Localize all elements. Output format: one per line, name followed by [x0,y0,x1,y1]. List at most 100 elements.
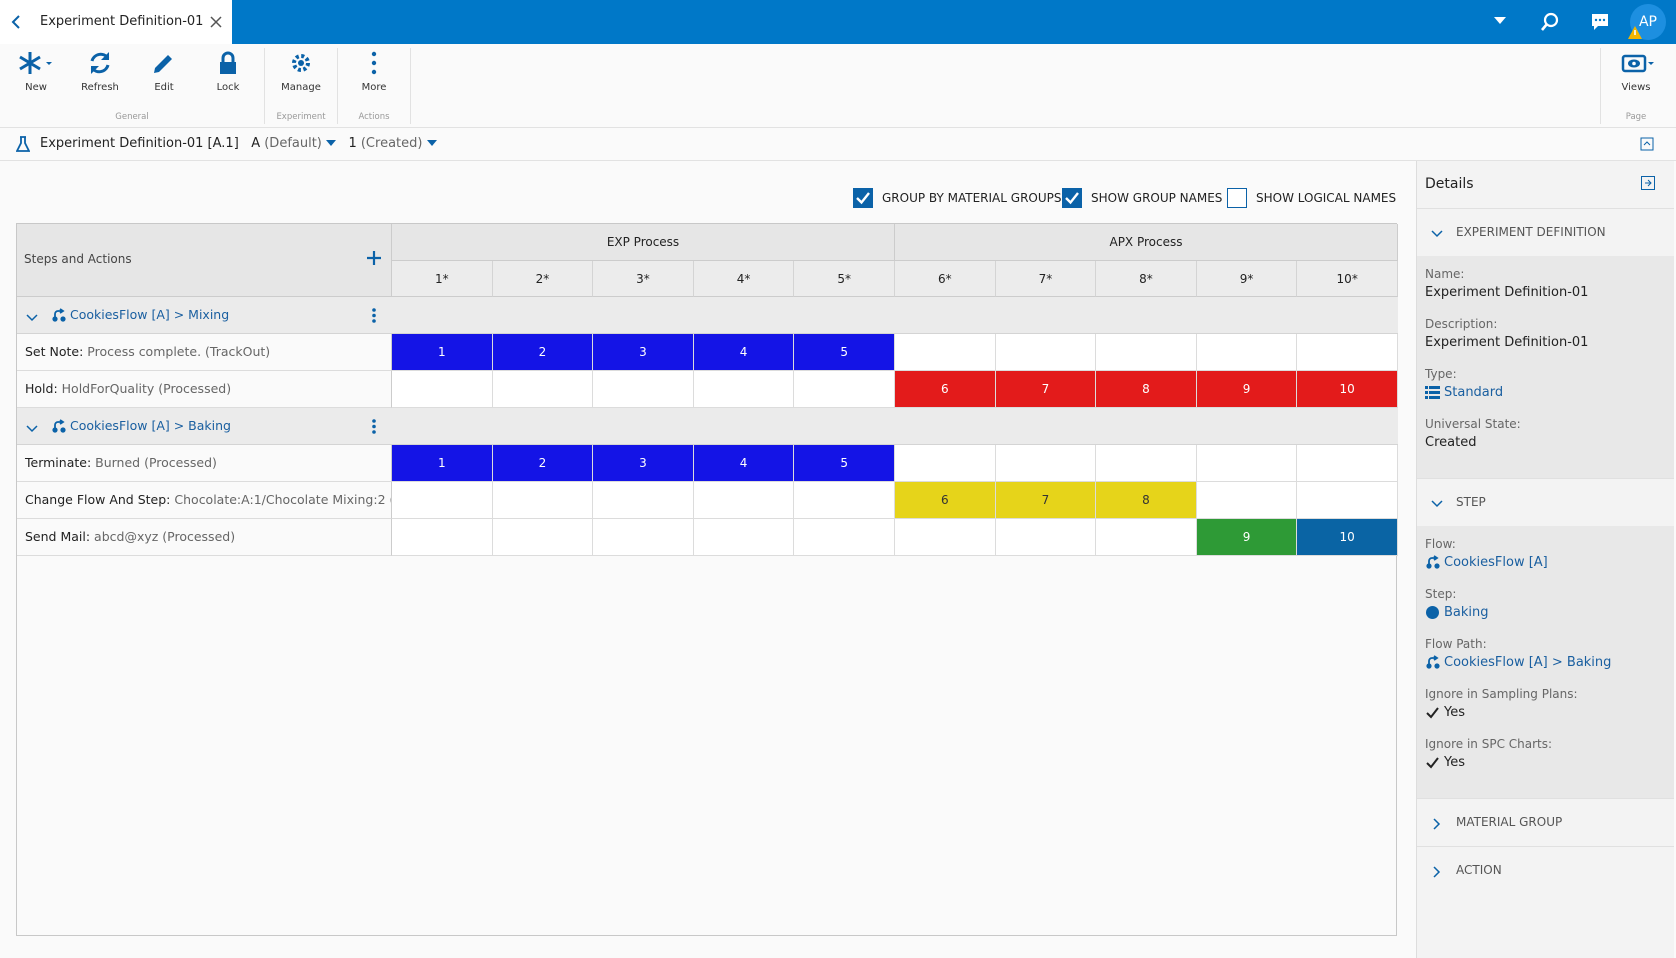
section-header[interactable]: EXPERIMENT DEFINITION [1417,208,1674,256]
checkbox-option[interactable]: SHOW LOGICAL NAMES [1227,188,1396,208]
grid-cell[interactable]: 3 [593,445,694,482]
grid-cell[interactable] [392,482,493,519]
close-icon[interactable] [210,16,222,28]
grid-cell[interactable]: 10 [1297,371,1398,408]
field: Name: Experiment Definition-01 [1425,266,1666,302]
grid-cell[interactable] [1096,519,1197,556]
collapsed-icon[interactable] [1431,818,1443,833]
grid-cell[interactable] [593,371,694,408]
toolbar-button[interactable]: New [5,50,67,93]
grid-cell[interactable] [1297,482,1398,519]
grid-cell[interactable] [895,519,996,556]
grid-cell[interactable] [995,519,1097,556]
grid-cell[interactable]: 5 [794,334,895,371]
checkbox-option[interactable]: GROUP BY MATERIAL GROUPS [853,188,1061,208]
grid-cell[interactable]: 8 [1096,371,1197,408]
grid-cell[interactable]: 1 [392,334,493,371]
grid-cell[interactable]: 4 [693,445,795,482]
checkbox-option[interactable]: SHOW GROUP NAMES [1062,188,1222,208]
section-header[interactable]: ACTION [1417,846,1674,894]
grid-cell[interactable]: 9 [1196,371,1298,408]
grid-cell[interactable]: 7 [995,482,1097,519]
grid-cell[interactable] [492,371,594,408]
tab[interactable]: Experiment Definition-01 [0,0,232,44]
grid-cell[interactable] [1196,334,1298,371]
grid-cell[interactable] [693,482,795,519]
section-header[interactable]: STEP [1417,478,1674,526]
expand-icon[interactable] [1431,498,1443,513]
toolbar-button[interactable]: Refresh [69,50,131,93]
toolbar-button[interactable]: Views [1605,50,1667,93]
search-icon[interactable] [1540,12,1560,32]
grid-cell[interactable] [1297,445,1398,482]
group-title[interactable]: CookiesFlow [A] > Mixing [70,307,230,322]
grid-cell[interactable]: 2 [492,334,594,371]
grid-cell[interactable] [1096,445,1197,482]
collapse-panel-icon[interactable] [1641,176,1655,194]
grid-cell[interactable] [895,445,996,482]
field: Type: Standard [1425,366,1666,402]
group-row[interactable]: CookiesFlow [A] > Mixing [17,297,1398,334]
toolbar-button[interactable]: More [343,50,405,93]
grid-cell[interactable] [794,371,895,408]
grid-cell[interactable] [1196,482,1298,519]
grid-cell[interactable] [995,334,1097,371]
checkbox[interactable] [853,188,873,208]
collapsed-icon[interactable] [1431,866,1443,881]
grid-cell[interactable]: 6 [895,482,996,519]
menu-icon[interactable] [371,307,377,327]
grid-cell[interactable] [895,334,996,371]
grid-cell[interactable] [1196,445,1298,482]
add-icon[interactable] [367,251,381,268]
version[interactable]: 1 (Created) [348,136,437,151]
group-title[interactable]: CookiesFlow [A] > Baking [70,418,231,433]
grid-cell[interactable] [392,519,493,556]
section-header[interactable]: MATERIAL GROUP [1417,798,1674,846]
grid-cell[interactable] [1297,334,1398,371]
grid-cell[interactable] [794,482,895,519]
expand-icon[interactable] [1431,228,1443,243]
revision[interactable]: A (Default) [251,136,337,151]
grid-cell[interactable] [794,519,895,556]
dropdown-icon[interactable] [1494,17,1506,25]
chat-icon[interactable] [1590,12,1610,32]
grid-cell[interactable]: 8 [1096,482,1197,519]
grid-cell[interactable]: 7 [995,371,1097,408]
checkbox[interactable] [1227,188,1247,208]
grid-cell[interactable] [492,519,594,556]
field-label: Step: [1425,587,1457,601]
field-value-row: CookiesFlow [A] [1425,553,1666,572]
checkbox[interactable] [1062,188,1082,208]
collapse-icon[interactable] [1640,137,1654,151]
grid-cell[interactable] [693,519,795,556]
grid-cell[interactable] [593,519,694,556]
grid-cell[interactable]: 3 [593,334,694,371]
grid-cell[interactable] [693,371,795,408]
menu-icon[interactable] [371,418,377,438]
toolbar-button[interactable]: Lock [197,50,259,93]
expand-icon[interactable] [26,311,38,325]
field-value[interactable]: CookiesFlow [A] [1444,555,1548,570]
field-value[interactable]: Baking [1444,605,1489,620]
back-icon[interactable] [10,14,22,30]
checkbox-label: SHOW LOGICAL NAMES [1256,191,1397,205]
grid-cell[interactable] [1096,334,1197,371]
grid-cell[interactable]: 1 [392,445,493,482]
field-value[interactable]: CookiesFlow [A] > Baking [1444,655,1612,670]
toolbar-button[interactable]: Edit [133,50,195,93]
toolbar-button[interactable]: Manage [270,50,332,93]
group-row[interactable]: CookiesFlow [A] > Baking [17,408,1398,445]
grid-cell[interactable] [392,371,493,408]
grid-cell[interactable]: 4 [693,334,795,371]
grid-cell[interactable]: 10 [1297,519,1398,556]
grid-cell[interactable]: 2 [492,445,594,482]
grid-cell[interactable]: 6 [895,371,996,408]
grid-cell[interactable] [995,445,1097,482]
grid-cell[interactable] [593,482,694,519]
grid-cell[interactable] [492,482,594,519]
grid-cell[interactable]: 9 [1196,519,1298,556]
field-value[interactable]: Standard [1444,385,1504,400]
grid-cell[interactable]: 5 [794,445,895,482]
section-title: ACTION [1456,863,1502,877]
expand-icon[interactable] [26,422,38,436]
